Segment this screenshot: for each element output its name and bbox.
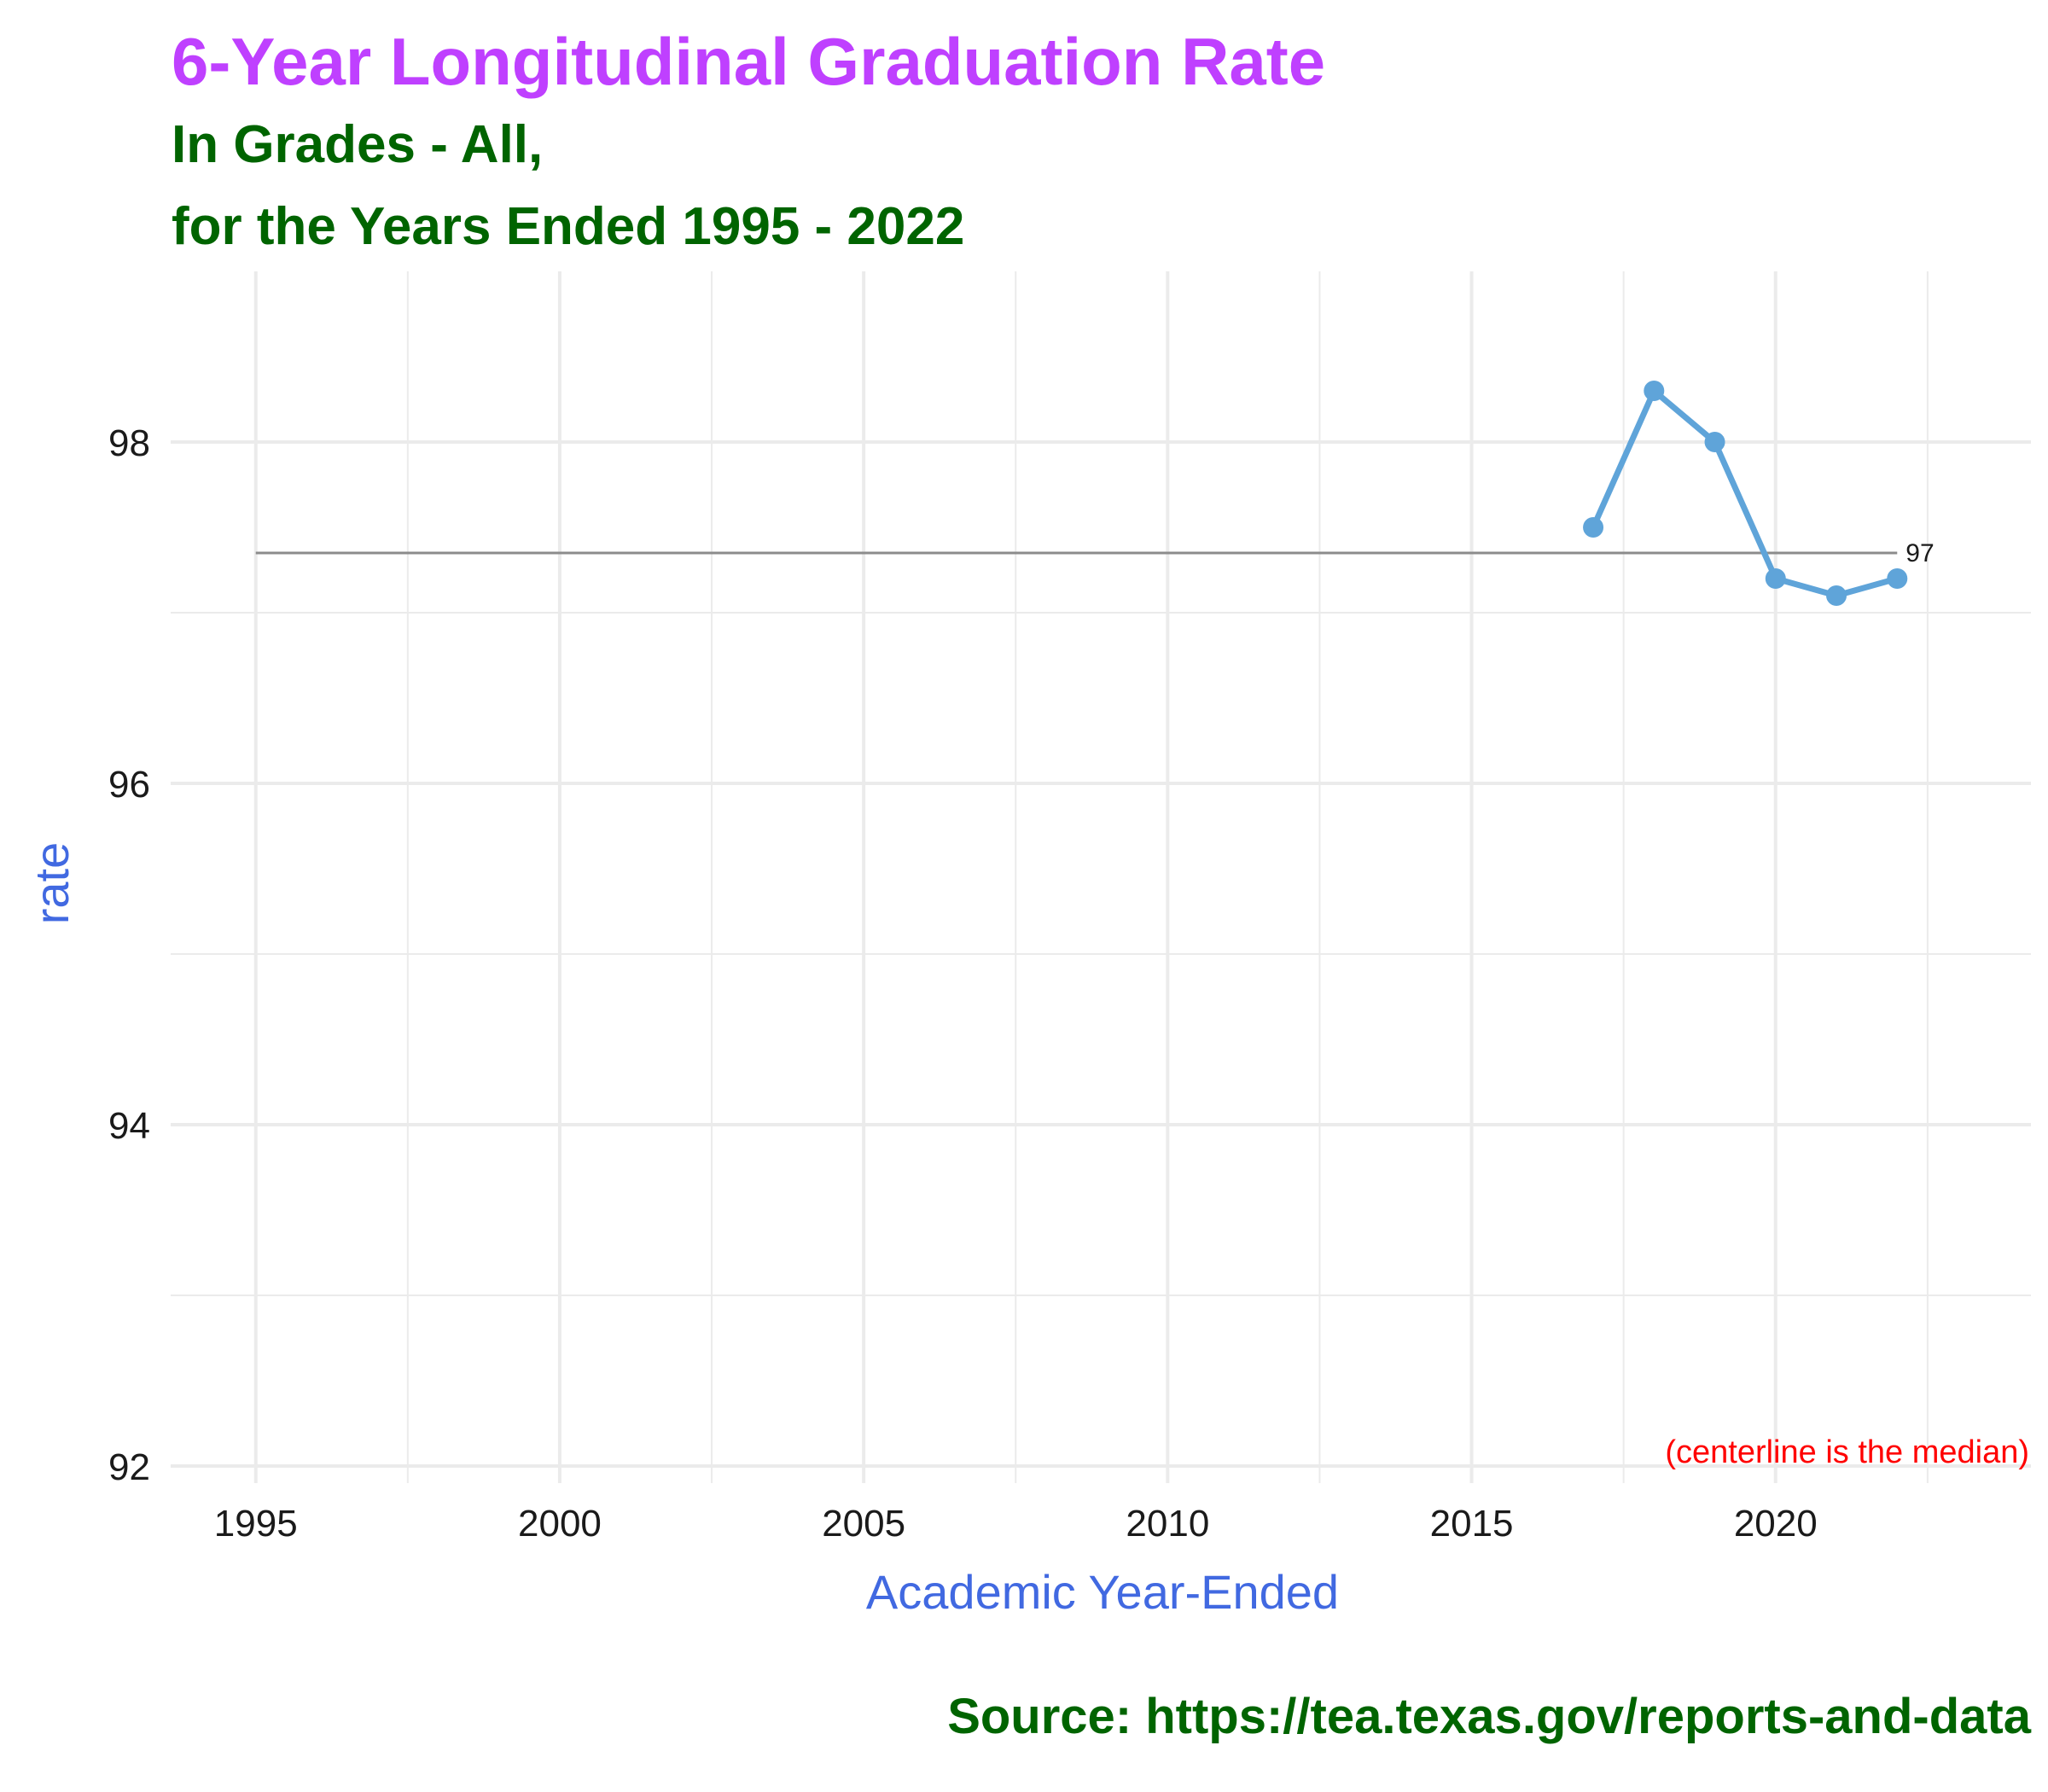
y-tick-label: 92 bbox=[108, 1446, 150, 1488]
median-value-label: 97 bbox=[1905, 539, 1934, 567]
data-point bbox=[1644, 381, 1665, 401]
chart-title: 6-Year Longitudinal Graduation Rate bbox=[172, 24, 1326, 99]
x-tick-label: 2010 bbox=[1126, 1503, 1209, 1545]
title-block: 6-Year Longitudinal Graduation Rate In G… bbox=[172, 19, 1325, 268]
chart-subtitle-line-2: for the Years Ended 1995 - 2022 bbox=[172, 197, 965, 256]
series-layer bbox=[1583, 381, 1908, 606]
series-line bbox=[1590, 387, 1900, 599]
major-gridlines bbox=[171, 271, 2031, 1483]
minor-gridlines bbox=[171, 271, 2031, 1483]
x-axis-title: Academic Year-Ended bbox=[866, 1565, 1339, 1619]
data-point bbox=[1704, 432, 1725, 452]
data-point bbox=[1826, 585, 1847, 606]
x-tick-label: 2020 bbox=[1734, 1503, 1818, 1545]
data-point bbox=[1583, 517, 1604, 538]
x-tick-label: 2015 bbox=[1430, 1503, 1514, 1545]
x-tick-label: 1995 bbox=[214, 1503, 298, 1545]
y-tick-label: 96 bbox=[108, 764, 150, 806]
tick-labels: 1995 2000 2005 2010 2015 2020 92 94 96 98 bbox=[108, 422, 1818, 1545]
y-axis-title: rate bbox=[25, 842, 79, 925]
data-point bbox=[1887, 568, 1908, 589]
x-tick-label: 2005 bbox=[822, 1503, 905, 1545]
median-layer: 97 bbox=[255, 539, 1935, 567]
x-tick-label: 2000 bbox=[518, 1503, 602, 1545]
y-tick-label: 98 bbox=[108, 422, 150, 464]
median-annotation: (centerline is the median) bbox=[1665, 1434, 2029, 1470]
data-point bbox=[1765, 568, 1786, 589]
y-tick-label: 94 bbox=[108, 1105, 150, 1147]
chart-subtitle-line-1: In Grades - All, bbox=[172, 115, 544, 174]
source-caption: Source: https://tea.texas.gov/reports-an… bbox=[947, 1689, 2031, 1744]
